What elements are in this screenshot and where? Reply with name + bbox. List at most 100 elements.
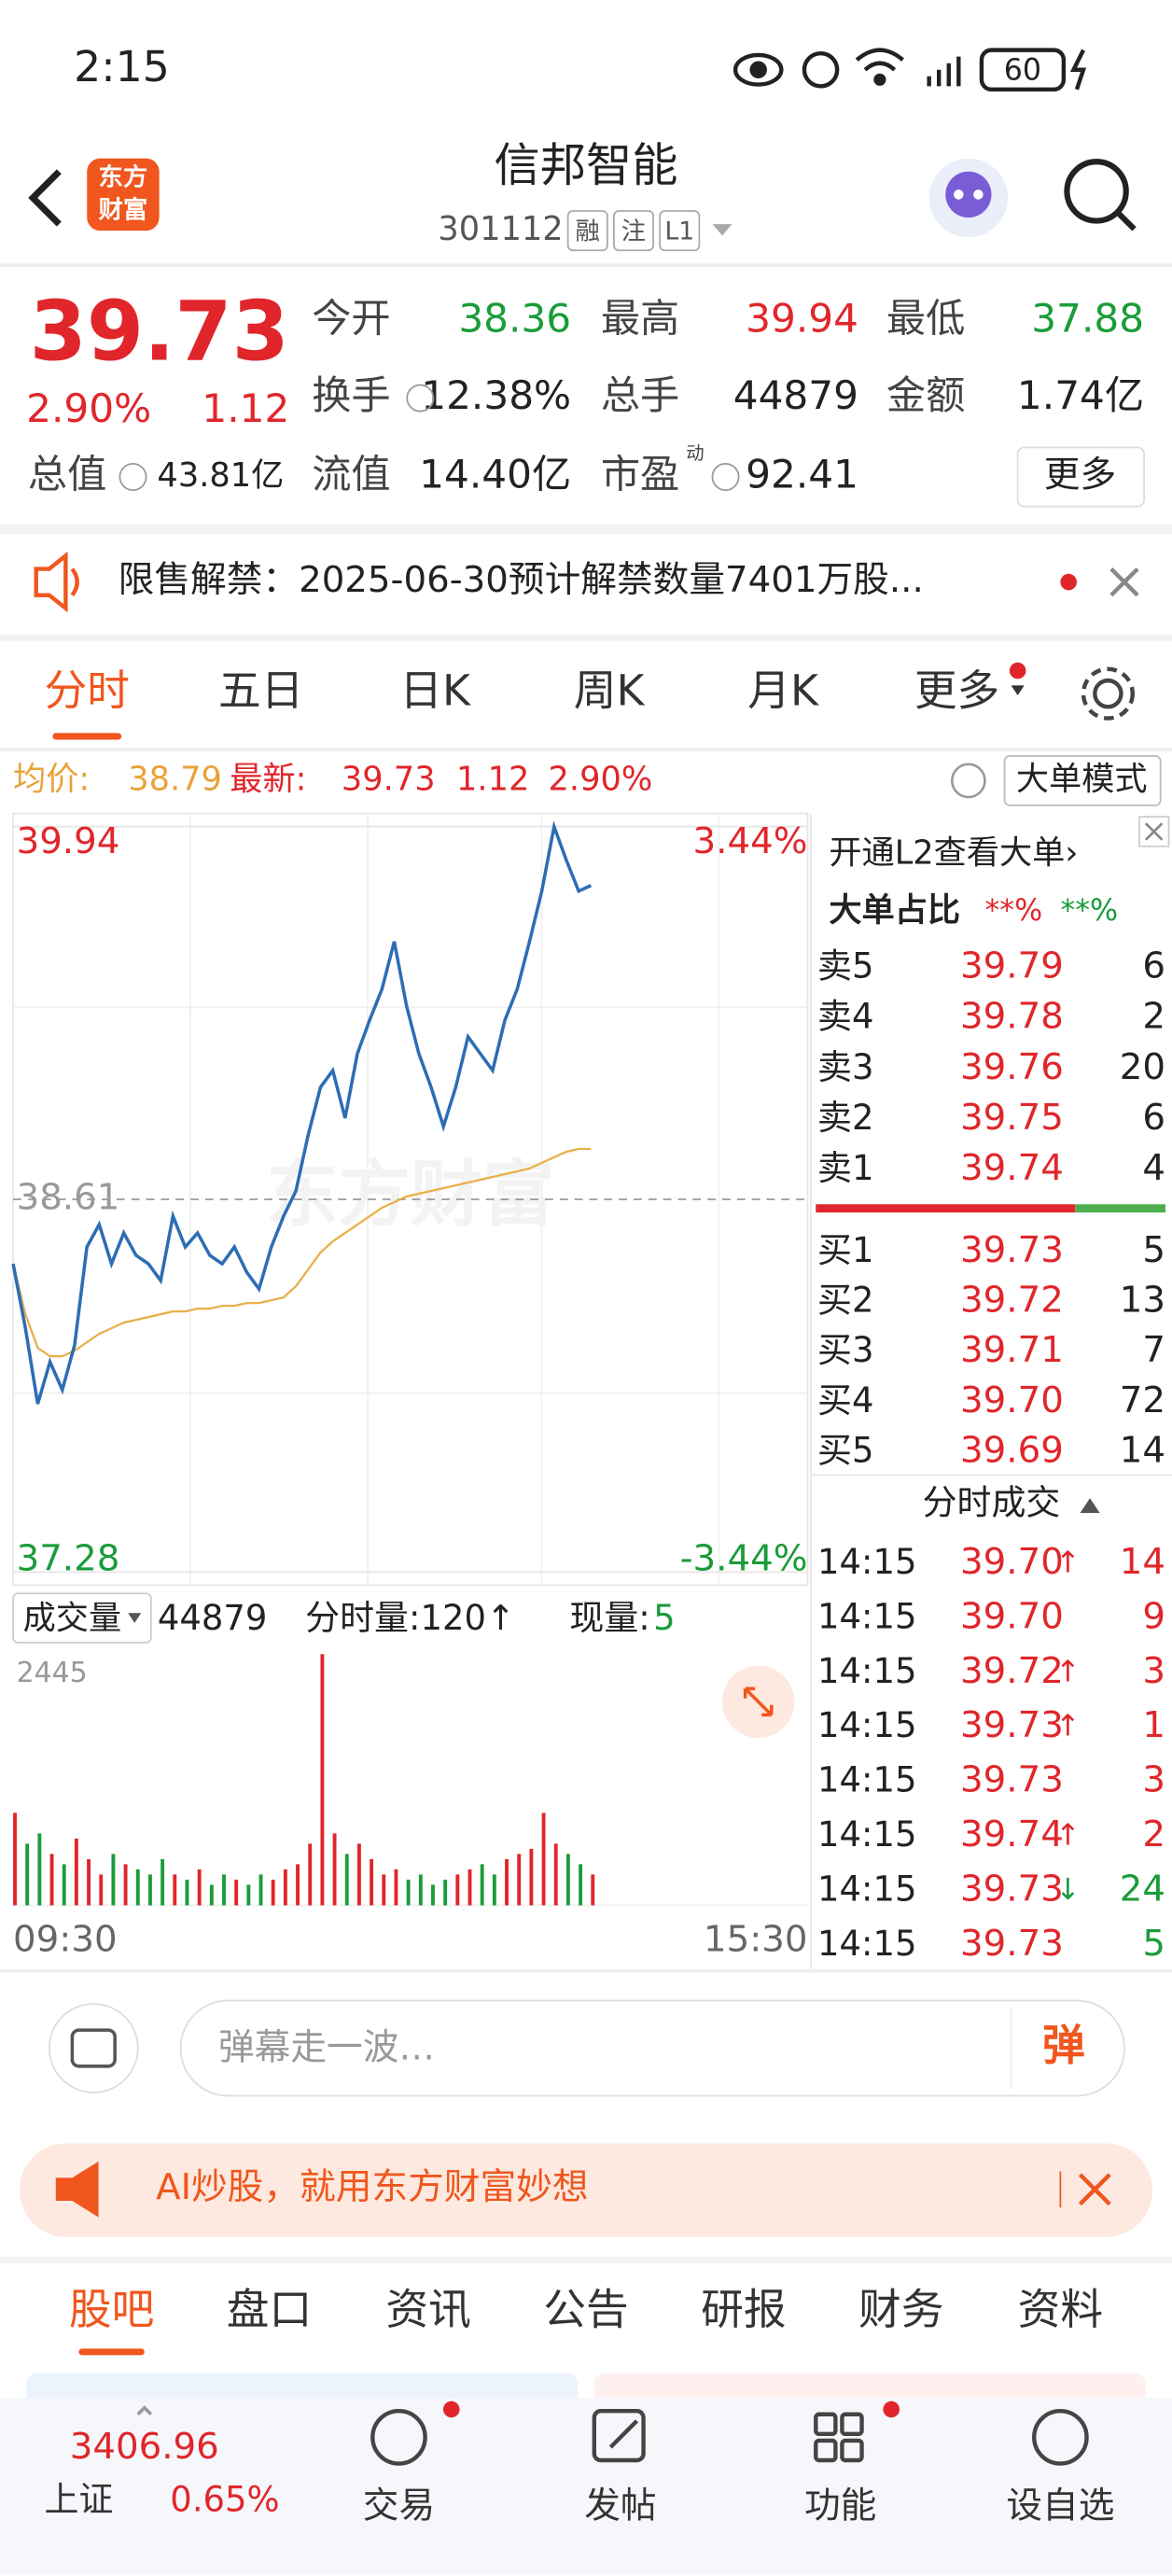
stat-label: 最低	[886, 295, 965, 341]
notice-text[interactable]: 限售解禁：2025-06-30预计解禁数量7401万股...	[119, 559, 924, 601]
volume-bar	[505, 1859, 509, 1906]
volume-bar	[272, 1880, 275, 1906]
chart-tab[interactable]: 周K	[574, 666, 646, 716]
volume-bar	[75, 1839, 78, 1906]
trade-volume: 3	[1142, 1650, 1165, 1692]
volume-bar	[566, 1854, 570, 1905]
section-tab[interactable]: 资料	[1018, 2285, 1103, 2334]
volume-bar	[198, 1869, 202, 1906]
stat-label: 总值	[28, 452, 106, 497]
nav-item[interactable]: 交易	[363, 2485, 435, 2527]
volume-bar	[284, 1869, 287, 1906]
trade-volume: 5	[1142, 1923, 1165, 1965]
bid-bar	[1075, 1204, 1165, 1212]
book-volume: 7	[1142, 1329, 1165, 1371]
section-tab[interactable]: 资讯	[385, 2285, 470, 2334]
volume-bar	[419, 1874, 423, 1905]
book-volume: 14	[1120, 1429, 1165, 1471]
change-value: 1.12	[456, 760, 529, 798]
volume-bar	[37, 1833, 41, 1905]
volume-bar	[591, 1874, 594, 1905]
book-price: 39.78	[960, 996, 1064, 1038]
page: 2:1560东方财富信邦智能301112融注L139.732.90%1.12今开…	[0, 0, 1172, 2576]
minute-volume: 分时量:120↑	[305, 1598, 515, 1638]
chart-tab[interactable]: 更多	[914, 666, 999, 716]
trade-volume: 3	[1142, 1759, 1165, 1801]
y-tick-label: 38.61	[17, 1177, 120, 1219]
volume-bar	[333, 1833, 337, 1905]
volume-bar	[210, 1884, 214, 1905]
trade-time: 14:15	[817, 1869, 916, 1909]
volume-bar	[87, 1859, 91, 1906]
book-volume: 72	[1120, 1379, 1165, 1421]
change-pct: 2.90%	[26, 385, 151, 431]
book-level: 卖2	[817, 1098, 873, 1138]
volume-bar	[431, 1884, 435, 1905]
book-volume: 20	[1120, 1046, 1165, 1088]
volume-bar	[529, 1849, 533, 1906]
change-pct-value: 2.90%	[549, 760, 653, 798]
nav-item[interactable]: 设自选	[1006, 2485, 1114, 2527]
stock-name: 信邦智能	[494, 138, 677, 192]
section-tab[interactable]: 财务	[858, 2285, 943, 2334]
y-tick-label: 39.94	[17, 820, 120, 862]
index-change: 0.65%	[170, 2479, 279, 2519]
unread-dot	[1010, 663, 1026, 679]
volume-bar	[148, 1874, 152, 1905]
trade-direction: ↑	[1055, 1710, 1081, 1743]
trade-volume: 2	[1142, 1813, 1165, 1855]
l2-prompt[interactable]: 开通L2查看大单›	[829, 834, 1078, 873]
nav-item[interactable]: 发帖	[584, 2485, 656, 2527]
volume-bar	[308, 1843, 312, 1905]
trade-price: 39.73	[960, 1704, 1064, 1746]
volume-bar	[222, 1874, 226, 1905]
x-tick-label: 15:30	[704, 1919, 808, 1961]
book-level: 买2	[817, 1280, 873, 1320]
chart-tab[interactable]: 日K	[399, 666, 471, 716]
x-tick-label: 09:30	[13, 1919, 117, 1961]
volume-bar	[395, 1869, 398, 1906]
mode-label: 大单模式	[1016, 760, 1148, 798]
danmaku-button[interactable]: 弹	[1042, 2021, 1085, 2070]
section-tab[interactable]: 股吧	[69, 2285, 154, 2334]
section-tab[interactable]: 研报	[701, 2285, 786, 2334]
trade-volume: 1	[1142, 1704, 1165, 1746]
volume-bar	[455, 1874, 459, 1905]
nav-item[interactable]: 功能	[804, 2485, 876, 2527]
clock: 2:15	[74, 42, 170, 91]
volume-bar	[407, 1880, 411, 1906]
trade-time: 14:15	[817, 1542, 916, 1582]
volume-bar	[124, 1864, 128, 1905]
trade-price: 39.70	[960, 1595, 1064, 1637]
volume-bar	[517, 1854, 521, 1905]
last-value: 39.73	[342, 760, 436, 798]
volume-bar	[173, 1874, 176, 1905]
volume-bar	[357, 1843, 361, 1905]
screen: 2:1560东方财富信邦智能301112融注L139.732.90%1.12今开…	[0, 0, 1172, 2576]
danmaku-toggle[interactable]	[49, 2004, 138, 2093]
stat-value: 39.94	[746, 295, 858, 341]
trade-time: 14:15	[817, 1924, 916, 1964]
volume-bar	[63, 1864, 66, 1905]
book-price: 39.72	[960, 1279, 1064, 1321]
volume-bar	[99, 1874, 103, 1905]
volume-bar	[443, 1880, 447, 1906]
stat-label: 流值	[312, 452, 390, 497]
chart-tab[interactable]: 分时	[45, 666, 130, 716]
logo-text: 东方	[99, 162, 148, 191]
book-volume: 6	[1142, 1097, 1165, 1139]
book-level: 买5	[817, 1430, 873, 1470]
battery-level: 60	[1004, 54, 1041, 88]
y-tick-label: 2445	[17, 1657, 88, 1689]
stat-value: 37.88	[1031, 295, 1144, 341]
chart-tab[interactable]: 五日	[218, 666, 303, 716]
trade-direction: ↓	[1055, 1873, 1081, 1907]
trade-time: 14:15	[817, 1651, 916, 1691]
avg-label: 均价:	[13, 760, 90, 798]
chart-tab[interactable]: 月K	[747, 666, 819, 716]
book-price: 39.73	[960, 1229, 1064, 1271]
section-tab[interactable]: 公告	[543, 2285, 628, 2334]
avg-value: 38.79	[128, 760, 222, 798]
section-tab[interactable]: 盘口	[227, 2285, 312, 2334]
volume-bar	[382, 1874, 385, 1905]
